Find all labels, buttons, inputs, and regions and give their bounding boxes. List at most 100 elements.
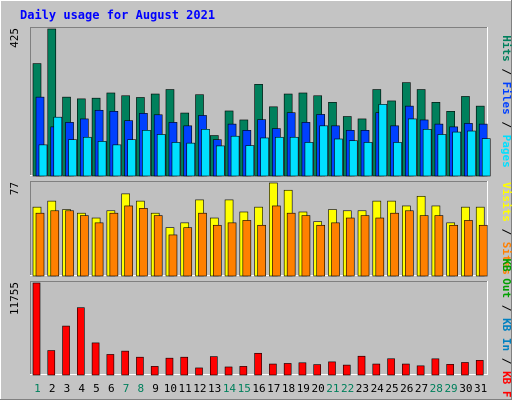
bar-kbf-day-1 xyxy=(32,282,41,376)
bar-pages-day-6 xyxy=(112,144,122,177)
day-label-20: 20 xyxy=(311,382,324,395)
day-label-23: 23 xyxy=(356,382,369,395)
bar-kbf-day-8 xyxy=(136,356,144,376)
bar-sites-day-28 xyxy=(434,215,444,277)
day-label-31: 31 xyxy=(474,382,487,395)
day-label-11: 11 xyxy=(179,382,192,395)
bar-pages-day-28 xyxy=(437,134,447,177)
bar-sites-day-12 xyxy=(198,212,207,277)
day-label-5: 5 xyxy=(93,382,100,395)
bar-sites-day-13 xyxy=(212,224,222,277)
bar-kbf-day-6 xyxy=(106,354,115,376)
bar-sites-day-29 xyxy=(449,224,458,277)
day-label-19: 19 xyxy=(297,382,310,395)
bar-kbf-day-2 xyxy=(47,350,56,376)
visits-legend: Visits / Sites xyxy=(500,182,512,275)
bar-sites-day-11 xyxy=(183,227,193,277)
bar-sites-day-5 xyxy=(94,222,104,277)
bar-kbf-day-23 xyxy=(357,355,366,376)
bar-pages-day-10 xyxy=(171,142,181,177)
bar-sites-day-9 xyxy=(153,215,163,277)
bar-kbf-day-22 xyxy=(342,364,351,376)
bar-sites-day-31 xyxy=(478,224,488,277)
bar-kbf-day-17 xyxy=(269,363,277,376)
bar-pages-day-3 xyxy=(68,139,77,177)
hits-legend-pages: Pages xyxy=(500,135,512,168)
bar-sites-day-20 xyxy=(316,224,326,277)
bar-pages-day-11 xyxy=(186,142,196,177)
bar-sites-day-24 xyxy=(375,217,385,277)
bar-pages-day-29 xyxy=(452,131,461,177)
hits-max-label: 425 xyxy=(8,28,21,48)
bar-pages-day-12 xyxy=(201,129,210,177)
bar-sites-day-17 xyxy=(272,205,281,277)
bar-kbf-day-16 xyxy=(254,352,262,376)
bar-sites-day-1 xyxy=(35,212,45,277)
visits-legend-visits: Visits xyxy=(500,182,512,222)
kbytes-legend: KB Out / KB In / KB F xyxy=(500,258,512,397)
bar-pages-day-22 xyxy=(348,140,358,177)
bar-pages-day-9 xyxy=(156,134,166,177)
bar-sites-day-25 xyxy=(390,212,399,277)
visits-legend-sites: Sites xyxy=(500,242,512,275)
bar-pages-day-4 xyxy=(83,136,92,177)
bar-pages-day-2 xyxy=(53,116,63,177)
bar-kbf-day-3 xyxy=(62,325,70,376)
kbytes-legend-separator: / xyxy=(500,351,512,371)
bar-pages-day-23 xyxy=(363,142,373,177)
bar-pages-day-18 xyxy=(289,136,299,177)
bar-pages-day-8 xyxy=(142,130,151,177)
bar-kbf-day-10 xyxy=(165,357,174,376)
bar-sites-day-14 xyxy=(227,222,237,277)
kbytes-legend-separator: / xyxy=(500,298,512,318)
hits-legend-hits: Hits xyxy=(500,35,512,62)
bar-kbf-day-9 xyxy=(150,366,159,376)
visits-max-label: 77 xyxy=(8,182,21,195)
bar-pages-day-31 xyxy=(481,138,491,177)
bar-sites-day-8 xyxy=(139,208,148,277)
bar-kbf-day-26 xyxy=(402,363,410,376)
day-label-2: 2 xyxy=(49,382,56,395)
day-label-4: 4 xyxy=(78,382,85,395)
day-label-21: 21 xyxy=(326,382,339,395)
day-label-14: 14 xyxy=(223,382,237,395)
bar-kbf-day-21 xyxy=(328,361,336,376)
chart-title: Daily usage for August 2021 xyxy=(20,8,215,22)
bar-sites-day-30 xyxy=(464,220,473,277)
bar-pages-day-19 xyxy=(304,142,314,177)
day-label-17: 17 xyxy=(267,382,280,395)
day-label-7: 7 xyxy=(123,382,130,395)
bar-kbf-day-11 xyxy=(180,356,189,376)
bar-pages-day-15 xyxy=(245,145,255,177)
bar-kbf-day-30 xyxy=(461,362,469,376)
day-label-1: 1 xyxy=(34,382,41,395)
kbytes-max-label: 11755 xyxy=(8,282,21,315)
day-label-3: 3 xyxy=(64,382,71,395)
bar-pages-day-25 xyxy=(393,142,402,177)
bar-kbf-day-15 xyxy=(239,366,248,376)
day-label-9: 9 xyxy=(152,382,159,395)
day-label-27: 27 xyxy=(415,382,428,395)
hits-legend: Hits / Files / Pages xyxy=(500,35,512,168)
kbytes-legend-kb-f: KB F xyxy=(500,371,512,398)
bar-kbf-day-20 xyxy=(313,364,322,376)
bar-pages-day-27 xyxy=(422,129,432,177)
bar-sites-day-27 xyxy=(419,215,429,277)
bar-kbf-day-14 xyxy=(224,366,233,376)
kbytes-legend-kb-out: KB Out xyxy=(500,258,512,298)
bar-pages-day-21 xyxy=(334,138,343,177)
day-label-26: 26 xyxy=(400,382,413,395)
bar-sites-day-6 xyxy=(109,212,119,277)
bar-pages-day-1 xyxy=(38,144,48,177)
day-label-16: 16 xyxy=(252,382,265,395)
bar-sites-day-7 xyxy=(124,205,133,277)
day-label-29: 29 xyxy=(444,382,457,395)
day-label-24: 24 xyxy=(371,382,385,395)
day-label-18: 18 xyxy=(282,382,295,395)
bar-sites-day-15 xyxy=(242,220,252,277)
bar-sites-day-4 xyxy=(80,215,89,277)
day-label-6: 6 xyxy=(108,382,115,395)
bar-pages-day-7 xyxy=(127,139,136,177)
